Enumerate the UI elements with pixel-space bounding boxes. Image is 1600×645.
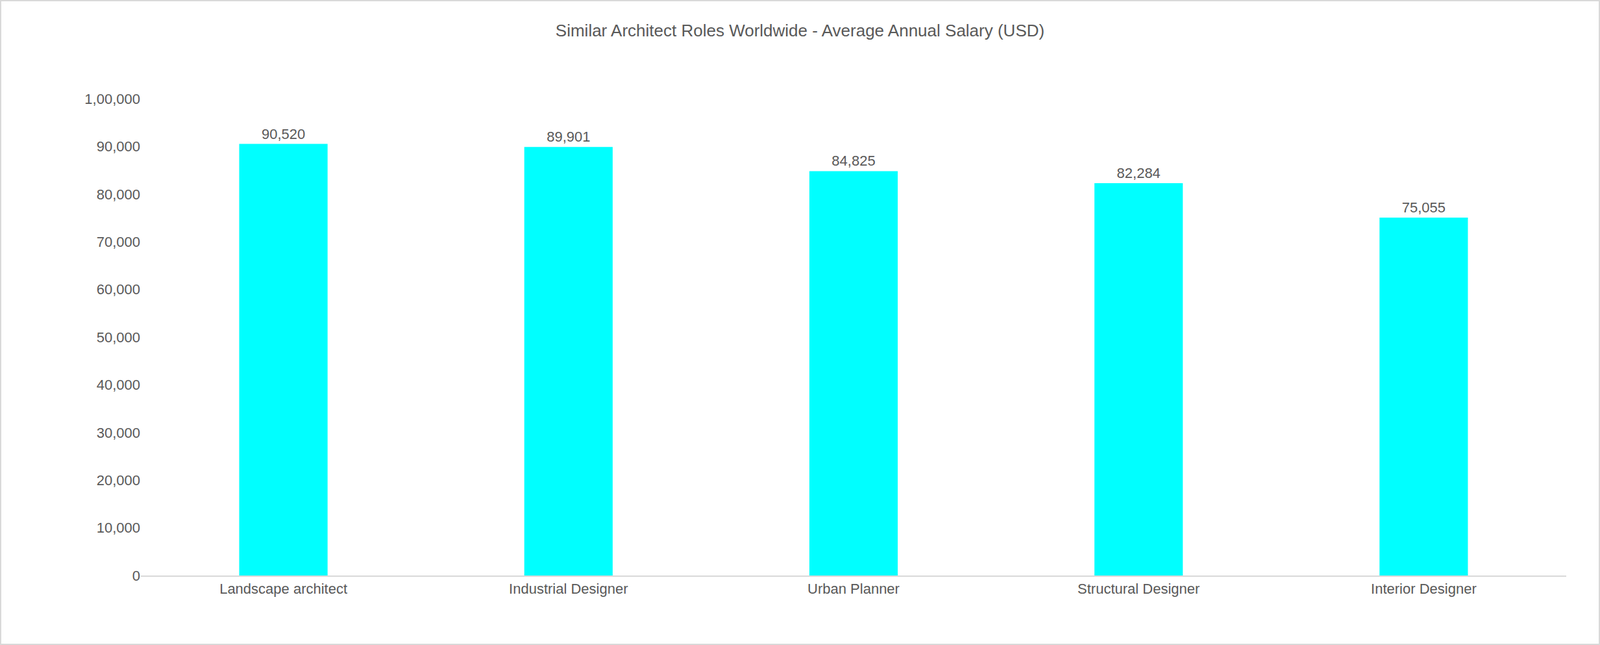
svg-text:89,901: 89,901 [546,128,591,145]
svg-text:30,000: 30,000 [96,424,141,441]
svg-text:50,000: 50,000 [96,329,141,346]
svg-text:1,00,000: 1,00,000 [84,90,141,108]
svg-text:Similar Architect Roles Worldw: Similar Architect Roles Worldwide - Aver… [555,20,1045,41]
svg-text:Landscape architect: Landscape architect [219,580,348,597]
svg-text:75,055: 75,055 [1402,199,1446,216]
svg-text:60,000: 60,000 [96,281,141,298]
svg-text:70,000: 70,000 [96,233,141,250]
svg-text:80,000: 80,000 [96,186,141,203]
svg-text:90,000: 90,000 [96,138,141,155]
svg-text:Urban Planner: Urban Planner [807,580,900,597]
svg-text:20,000: 20,000 [96,471,141,489]
svg-text:Structural Designer: Structural Designer [1077,580,1200,597]
svg-text:40,000: 40,000 [96,376,141,393]
svg-text:Industrial Designer: Industrial Designer [508,580,628,597]
svg-text:84,825: 84,825 [831,152,875,169]
svg-text:0: 0 [132,567,141,584]
svg-text:90,520: 90,520 [261,125,306,143]
svg-text:10,000: 10,000 [96,519,141,536]
svg-text:Interior Designer: Interior Designer [1370,580,1477,597]
svg-text:82,284: 82,284 [1117,164,1161,182]
